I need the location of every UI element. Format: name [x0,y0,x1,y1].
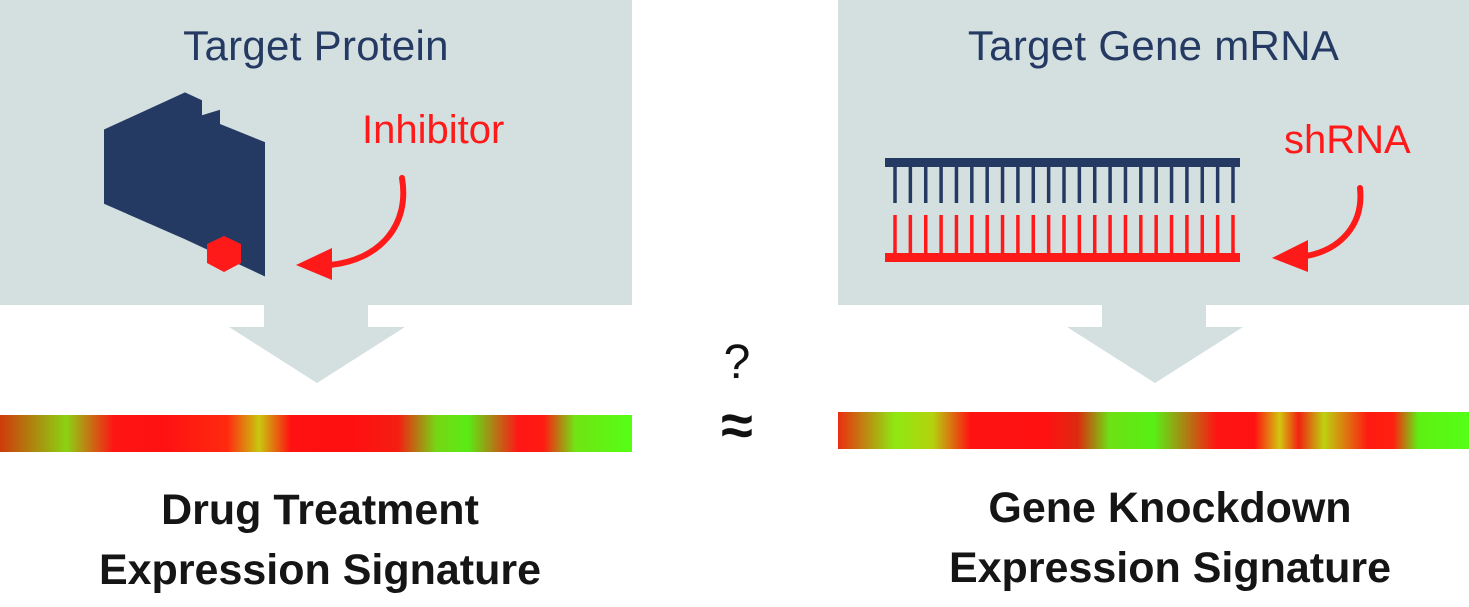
signature-line-1: Gene Knockdown [988,484,1352,532]
signature-line-2: Expression Signature [948,544,1392,592]
signature-line-1: Drug Treatment [161,486,479,534]
shrna-label: shRNA [1284,118,1411,162]
mrna-icon [885,158,1240,262]
protein-icon [104,92,265,277]
knockdown-expression-signature-bar [838,412,1469,449]
down-arrow-icon [229,305,405,383]
inhibitor-label: Inhibitor [362,108,505,152]
signature-line-2: Expression Signature [98,546,542,594]
panel-title-target-mrna: Target Gene mRNA [967,22,1340,69]
knockdown-panel: Target Gene mRNA shRNA [838,0,1469,305]
drug-expression-signature-bar [0,415,632,452]
question-mark: ? [723,336,751,389]
curved-arrow-icon [296,175,407,280]
drug-panel: Target Protein Inhibitor [0,0,632,305]
curved-arrow-icon [1272,185,1364,272]
panel-title-target-protein: Target Protein [183,22,449,69]
knockdown-signature-label: Gene Knockdown Expression Signature [880,478,1460,598]
drug-signature-label: Drug Treatment Expression Signature [40,480,600,600]
down-arrow-icon [1067,305,1243,383]
inhibitor-icon [207,236,241,272]
approx-symbol: ≈ [721,393,753,458]
